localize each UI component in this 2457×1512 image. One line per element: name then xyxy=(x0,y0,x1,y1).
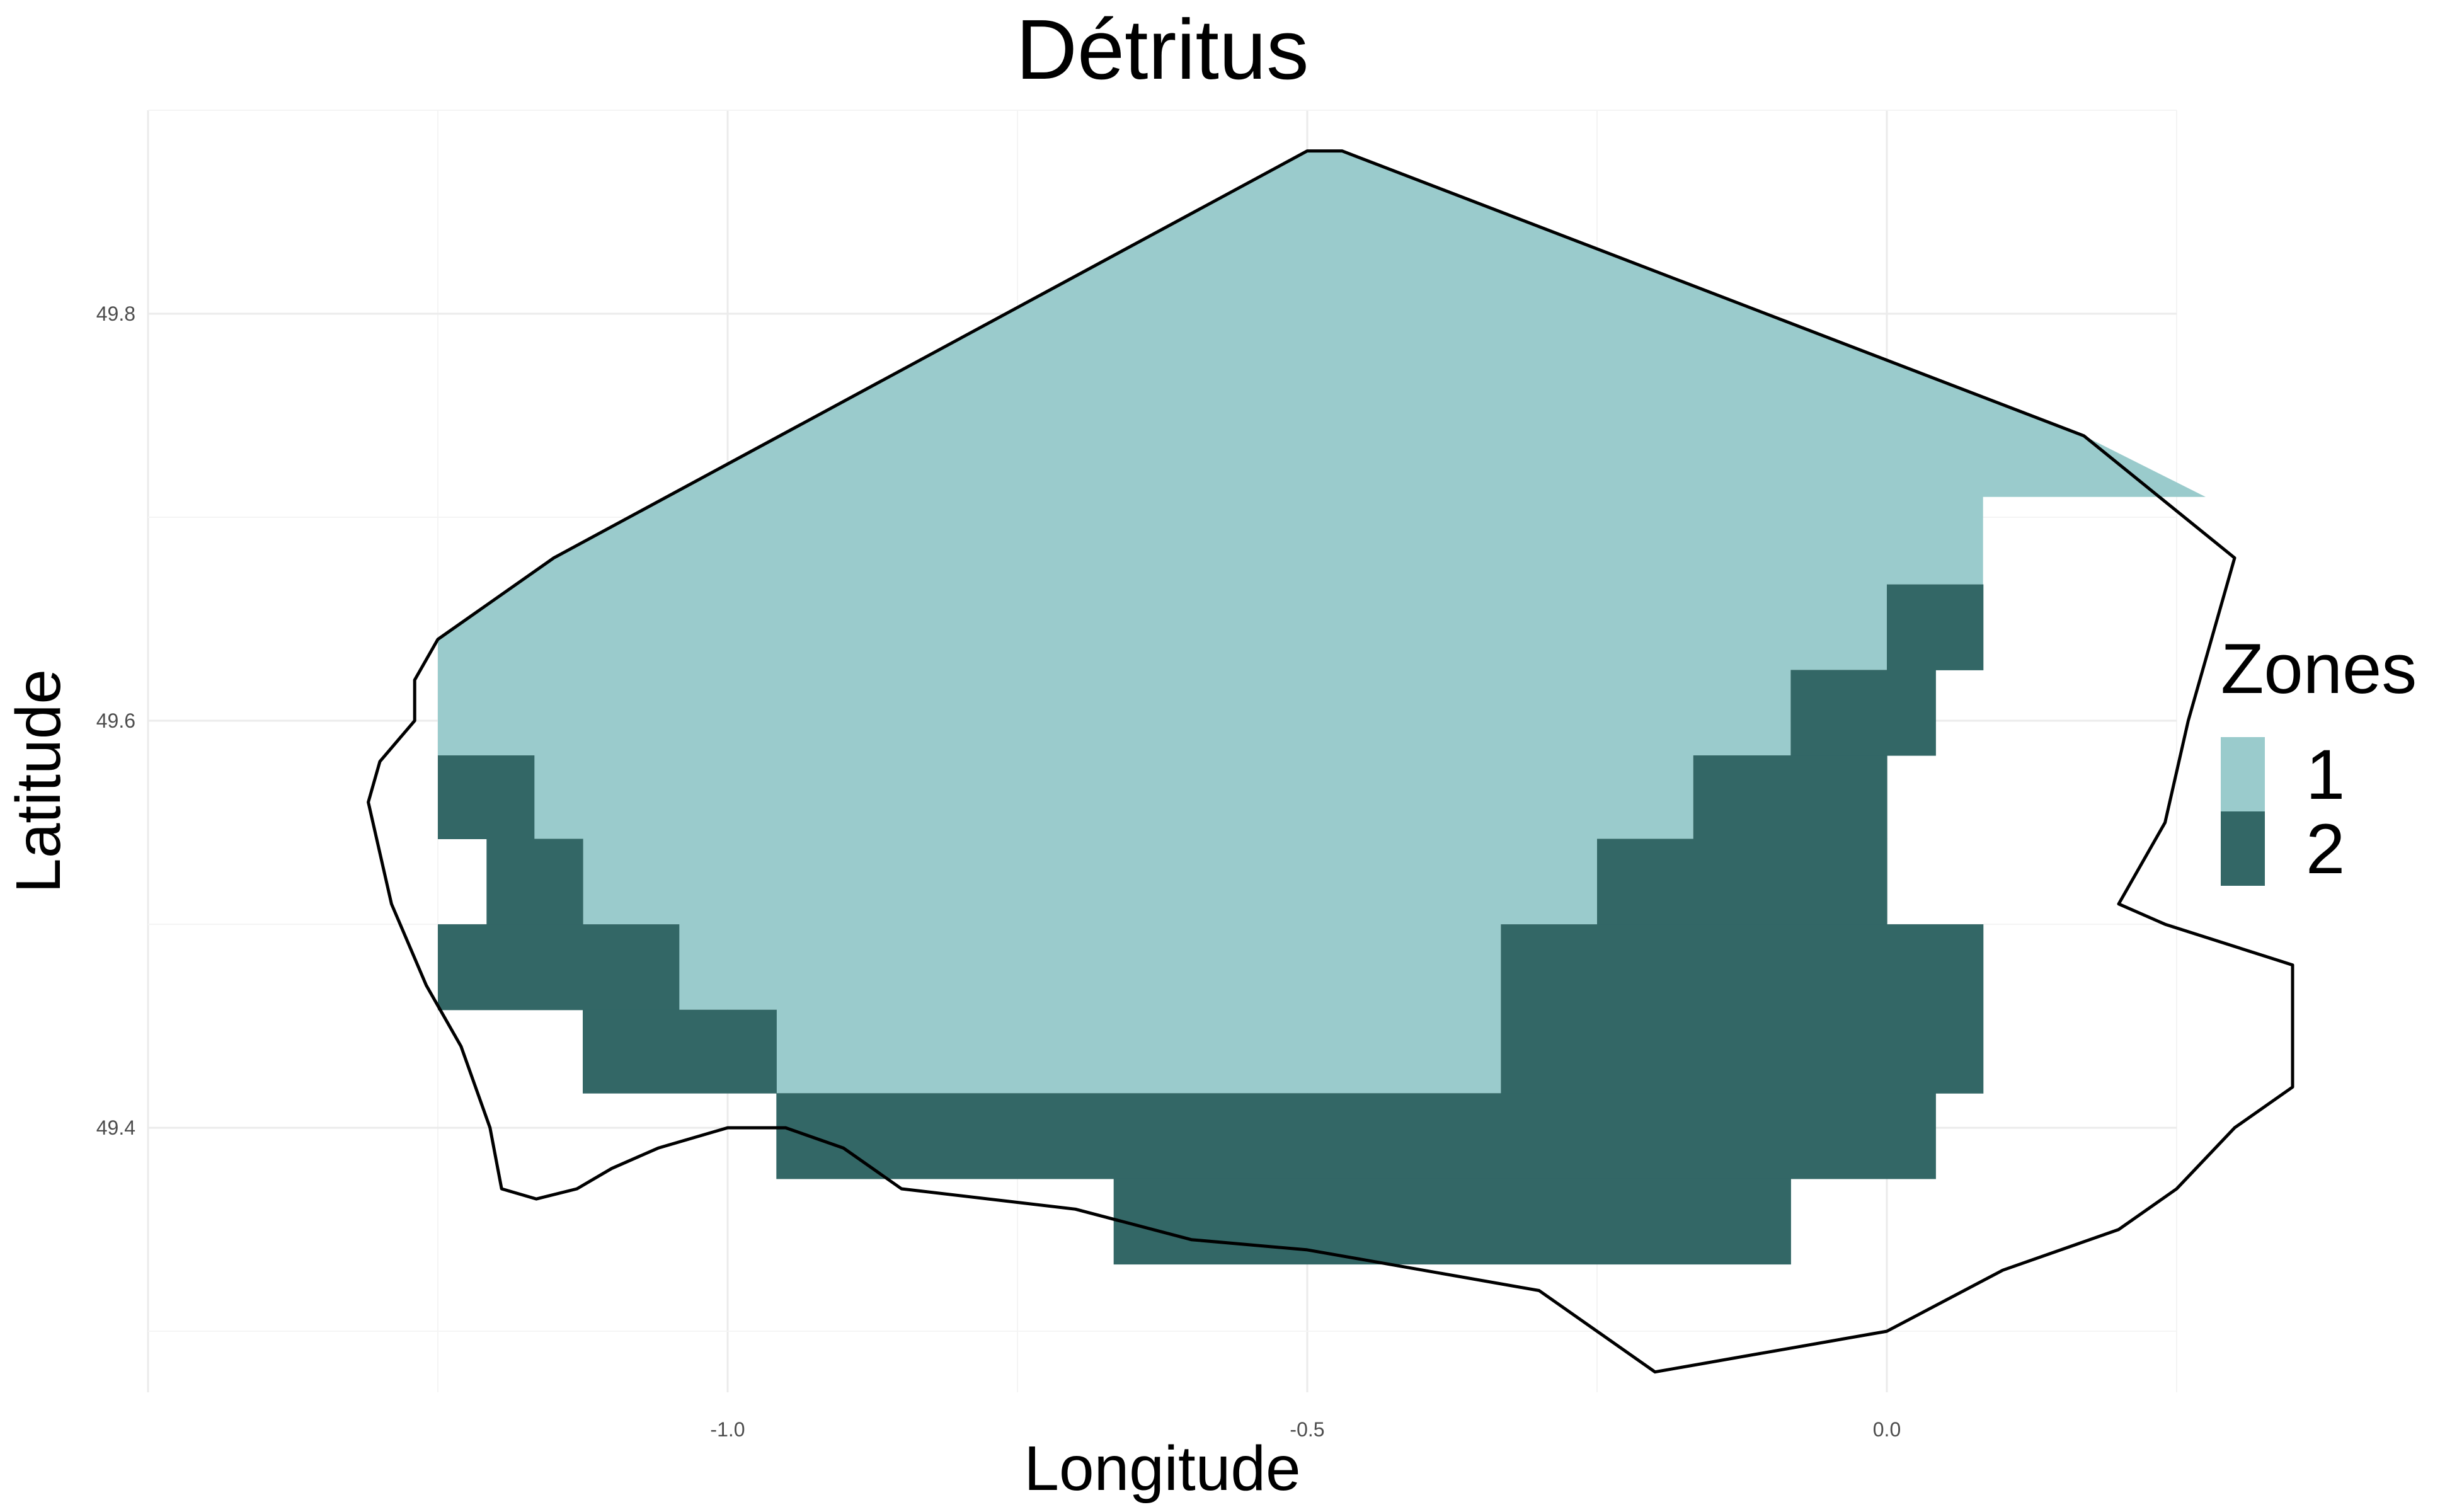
legend-title: Zones xyxy=(2221,629,2417,708)
y-axis-ticks: 49.4 49.6 49.8 xyxy=(96,302,135,1139)
x-axis-ticks: -1.0 -0.5 0.0 xyxy=(710,1418,1901,1441)
y-tick-label: 49.4 xyxy=(96,1116,135,1139)
zone-2-cell xyxy=(486,839,583,925)
legend: Zones 12 xyxy=(2221,629,2417,888)
x-tick-label: -0.5 xyxy=(1290,1418,1324,1441)
zone-2-cell xyxy=(438,755,535,839)
zone-1-layer xyxy=(438,151,2206,1094)
zone-2-cell xyxy=(1790,670,1936,756)
zone-2-cell xyxy=(1597,839,1887,925)
legend-key-2 xyxy=(2221,811,2265,886)
y-tick-label: 49.6 xyxy=(96,709,135,732)
coastline-layer xyxy=(367,149,2294,1374)
zone-2-cell xyxy=(1693,755,1887,839)
zone-2-cell xyxy=(438,924,680,1011)
x-tick-label: -1.0 xyxy=(710,1418,745,1441)
zone-2-cell xyxy=(1501,924,1984,1094)
zone-2-cell xyxy=(776,1093,1936,1179)
x-axis-title: Longitude xyxy=(1024,1433,1300,1504)
zone-1-area xyxy=(438,151,2206,1094)
y-axis-title: Latitude xyxy=(3,669,74,893)
legend-label-2: 2 xyxy=(2306,810,2345,888)
zone-2-cell xyxy=(1887,584,1984,670)
zone-2-layer xyxy=(438,584,1984,1265)
zone-2-cell xyxy=(1113,1178,1791,1265)
coastline xyxy=(367,149,2294,1374)
legend-key-1 xyxy=(2221,737,2265,811)
chart-title: Détritus xyxy=(1016,2,1309,97)
y-tick-label: 49.8 xyxy=(96,302,135,325)
x-tick-label: 0.0 xyxy=(1873,1418,1901,1441)
legend-label-1: 1 xyxy=(2306,735,2345,814)
zone-2-cell xyxy=(583,1009,777,1094)
